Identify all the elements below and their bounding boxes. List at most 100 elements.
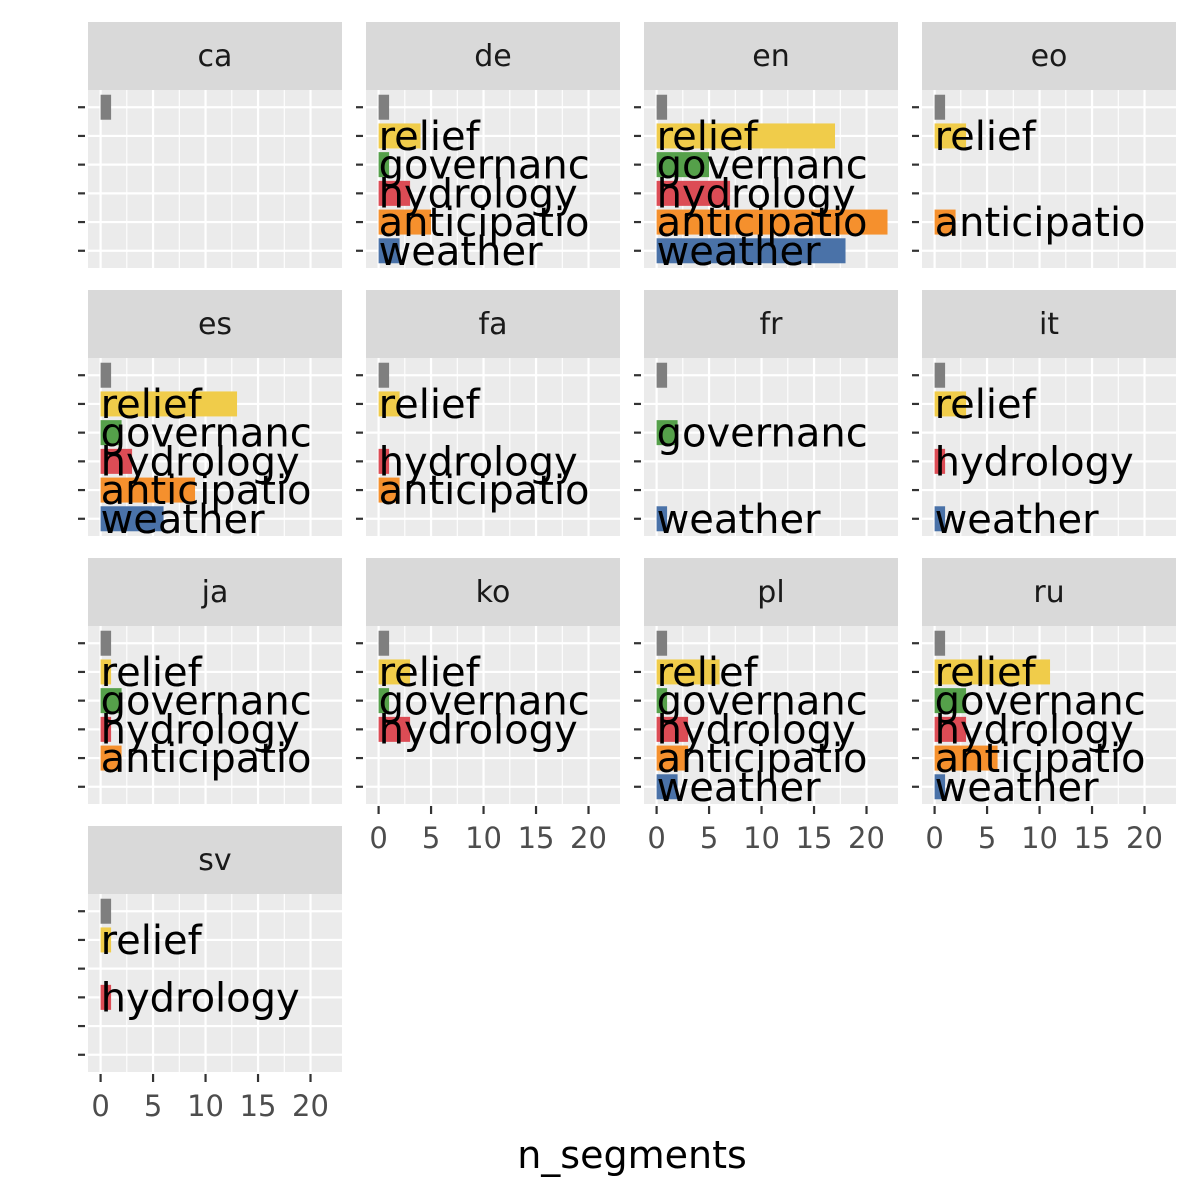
bar-label-weather: weather (935, 765, 1099, 811)
bar-label-governanc: governanc (657, 411, 868, 457)
panel-background (366, 358, 620, 536)
facet-strip-label: ko (476, 575, 511, 610)
facet-strip (88, 290, 342, 358)
bar-it-unlabeled (934, 362, 946, 388)
bar-ru-anticipatio (934, 745, 998, 771)
bar-sv-hydrology (100, 984, 112, 1010)
bar-label-anticipatio: anticipatio (379, 468, 590, 514)
bar-label-hydrology: hydrology (935, 439, 1134, 485)
bar-es-hydrology (100, 448, 133, 474)
facet-strip (88, 22, 342, 90)
bar-label-hydrology: hydrology (657, 171, 856, 217)
facet-ca: ca (78, 22, 342, 268)
facet-strip-label: ja (201, 575, 229, 610)
bar-ja-hydrology (100, 716, 112, 742)
facet-strip (644, 22, 898, 90)
x-tick-label: 0 (369, 821, 387, 855)
bar-fa-relief (378, 391, 400, 417)
facet-strip-label: fa (479, 307, 508, 342)
bar-en-weather (656, 238, 846, 264)
bar-label-hydrology: hydrology (935, 707, 1134, 753)
bar-ja-unlabeled (100, 630, 112, 656)
x-tick-label: 10 (1021, 821, 1058, 855)
bar-label-anticipatio: anticipatio (935, 200, 1146, 246)
gridlines (88, 626, 342, 804)
bar-label-weather: weather (935, 497, 1099, 543)
bar-es-unlabeled (100, 362, 112, 388)
bar-label-relief: relief (101, 382, 203, 428)
bar-fr-unlabeled (656, 362, 668, 388)
x-tick-label: 5 (700, 821, 718, 855)
facet-pl: pl reliefgovernanchydrologyanticipatiowea… (634, 558, 898, 855)
facet-strip (644, 558, 898, 626)
gridlines (922, 90, 1176, 268)
panel-background (922, 358, 1176, 536)
panel-background (644, 626, 898, 804)
bar-label-relief: relief (379, 382, 481, 428)
bar-pl-governanc (656, 688, 668, 714)
facet-strip-label: en (752, 39, 789, 74)
x-tick-label: 20 (292, 1089, 329, 1123)
gridlines (922, 358, 1176, 536)
bar-fa-hydrology (378, 448, 390, 474)
bar-pl-weather (656, 774, 678, 800)
bar-pl-anticipatio (656, 745, 689, 771)
bar-label-governanc: governanc (935, 679, 1146, 725)
x-tick-label: 20 (570, 821, 607, 855)
bar-label-anticipatio: anticipatio (101, 468, 312, 514)
x-tick-label: 20 (848, 821, 885, 855)
bar-it-relief (934, 391, 967, 417)
bar-en-hydrology (656, 180, 731, 206)
bar-fr-governanc (656, 420, 678, 446)
bar-label-relief: relief (657, 650, 759, 696)
x-tick-label: 15 (240, 1089, 277, 1123)
bar-label-hydrology: hydrology (101, 707, 300, 753)
bar-label-governanc: governanc (379, 679, 590, 725)
facet-strip (366, 290, 620, 358)
bar-ru-relief (934, 659, 1051, 685)
panel-background (922, 90, 1176, 268)
bar-sv-unlabeled (100, 898, 112, 924)
gridlines (88, 90, 342, 268)
facet-de: de reliefgovernanchydrologyanticipatiowea… (356, 22, 620, 275)
bar-label-relief: relief (657, 114, 759, 160)
bar-sv-relief (100, 927, 112, 953)
bar-label-weather: weather (657, 229, 821, 275)
bar-label-hydrology: hydrology (101, 975, 300, 1021)
x-tick-label: 5 (978, 821, 996, 855)
bar-label-weather: weather (379, 229, 543, 275)
bar-es-weather (100, 506, 164, 532)
bar-ja-anticipatio (100, 745, 122, 771)
x-tick-label: 15 (1074, 821, 1111, 855)
facet-strip-label: pl (757, 575, 784, 610)
bar-fa-anticipatio (378, 477, 400, 503)
bar-label-hydrology: hydrology (101, 439, 300, 485)
bar-label-governanc: governanc (101, 679, 312, 725)
bar-label-hydrology: hydrology (379, 707, 578, 753)
bar-eo-unlabeled (934, 94, 946, 120)
bar-en-anticipatio (656, 209, 888, 235)
facet-es: es reliefgovernanchydrologyanticipatiowea… (78, 290, 342, 543)
bar-label-relief: relief (379, 114, 481, 160)
x-tick-label: 15 (796, 821, 833, 855)
x-axis-title: n_segments (517, 1133, 747, 1177)
bar-de-unlabeled (378, 94, 390, 120)
facet-strip-label: ru (1033, 575, 1064, 610)
bar-es-relief (100, 391, 238, 417)
x-tick-label: 0 (925, 821, 943, 855)
bar-label-relief: relief (935, 382, 1037, 428)
x-tick-label: 0 (647, 821, 665, 855)
bar-eo-relief (934, 123, 967, 149)
bar-de-weather (378, 238, 400, 264)
bar-label-anticipatio: anticipatio (101, 736, 312, 782)
bar-ru-unlabeled (934, 630, 946, 656)
facet-strip (922, 290, 1176, 358)
x-tick-label: 15 (518, 821, 555, 855)
bar-ja-governanc (100, 688, 122, 714)
facet-strip (366, 22, 620, 90)
x-tick-label: 5 (144, 1089, 162, 1123)
bar-ja-relief (100, 659, 112, 685)
bar-it-weather (934, 506, 946, 532)
